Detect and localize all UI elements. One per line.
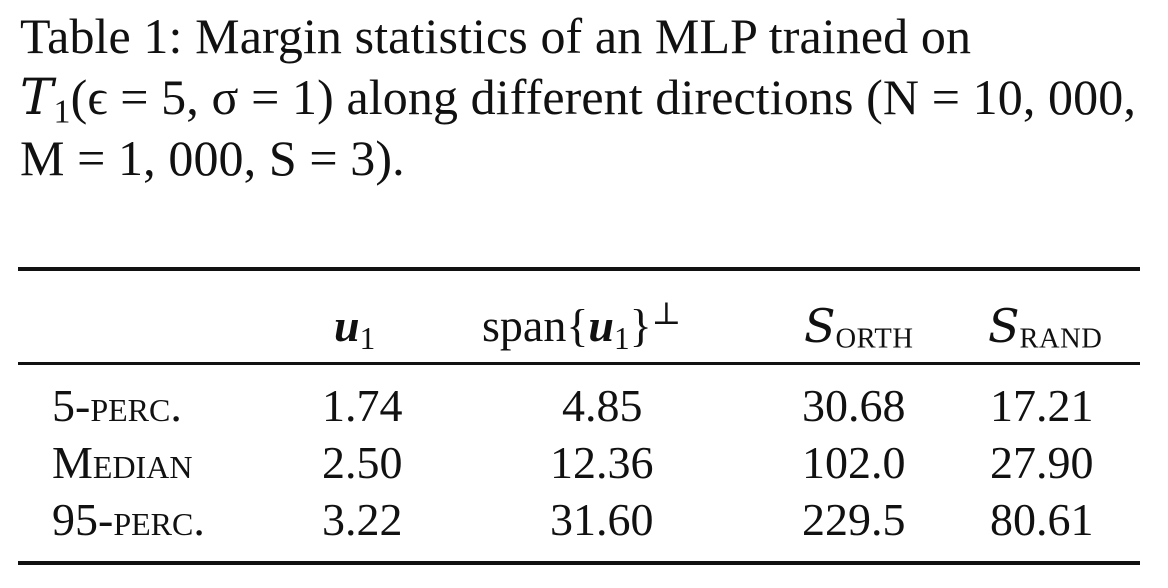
caption-text-b: along different directions <box>346 69 854 125</box>
cell-5perc-rand: 17.21 <box>990 380 1094 431</box>
cell-95perc-rand: 80.61 <box>990 494 1094 545</box>
cell-95perc-orth: 229.5 <box>802 494 906 545</box>
caption-params: (ϵ = 5, σ = 1) <box>70 69 334 125</box>
cell-5perc-span: 4.85 <box>562 380 643 431</box>
col-header-s-orth: SORTH <box>804 299 914 355</box>
cell-median-orth: 102.0 <box>802 437 906 488</box>
cell-median-span: 12.36 <box>550 437 654 488</box>
cell-95perc-span: 31.60 <box>550 494 654 545</box>
cell-5perc-u1: 1.74 <box>322 380 403 431</box>
cell-5perc-orth: 30.68 <box>802 380 906 431</box>
table-top-rule <box>18 267 1140 271</box>
cell-median-rand: 27.90 <box>990 437 1094 488</box>
dataset-subscript: 1 <box>53 93 71 131</box>
col-header-span-perp: span{u1}⊥ <box>482 295 682 356</box>
row-label-5-perc: 5-perc. <box>52 380 182 431</box>
row-label-95-perc: 95-perc. <box>52 494 205 545</box>
caption-label: Table 1: <box>20 8 183 64</box>
col-header-s-rand: SRAND <box>988 299 1103 355</box>
caption-m-expr: M = 1, 000, <box>20 130 257 186</box>
row-label-median: Median <box>52 437 193 488</box>
col-header-u1: u1 <box>334 300 376 356</box>
caption-s-expr: S = 3). <box>268 130 405 186</box>
table-caption: Table 1: Margin statistics of an MLP tra… <box>20 6 1148 189</box>
cell-median-u1: 2.50 <box>322 437 403 488</box>
dataset-symbol: T <box>20 68 54 126</box>
table-mid-rule <box>18 362 1140 365</box>
cell-95perc-u1: 3.22 <box>322 494 403 545</box>
caption-n-expr: (N = 10, 000, <box>866 69 1136 125</box>
caption-text-a: Margin statistics of an MLP trained on <box>195 8 972 64</box>
table-bottom-rule <box>18 561 1140 565</box>
